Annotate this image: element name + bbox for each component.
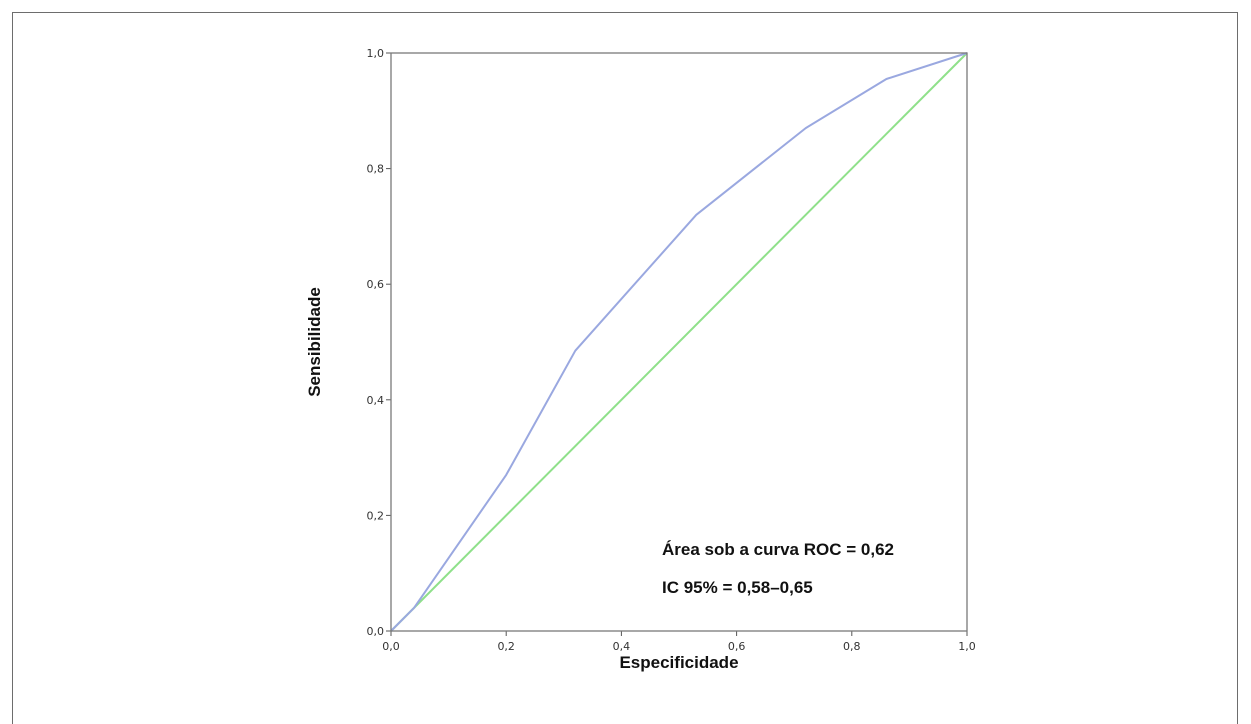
- y-tick-label: 0,8: [367, 163, 385, 176]
- x-tick-label: 0,8: [843, 640, 861, 653]
- y-tick-label: 0,2: [367, 509, 385, 522]
- y-tick-label: 1,0: [367, 47, 385, 60]
- x-tick-label: 0,0: [382, 640, 400, 653]
- x-axis-title: Especificidade: [619, 653, 738, 672]
- auc-annotation: Área sob a curva ROC = 0,62: [662, 540, 894, 559]
- x-tick-label: 0,2: [497, 640, 515, 653]
- y-tick-label: 0,0: [367, 625, 385, 638]
- y-axis-title: Sensibilidade: [305, 287, 324, 397]
- x-tick-label: 1,0: [958, 640, 976, 653]
- ci-annotation: IC 95% = 0,58–0,65: [662, 578, 813, 597]
- y-tick-label: 0,6: [367, 278, 385, 291]
- x-tick-label: 0,6: [728, 640, 746, 653]
- x-tick-label: 0,4: [613, 640, 631, 653]
- y-tick-label: 0,4: [367, 394, 385, 407]
